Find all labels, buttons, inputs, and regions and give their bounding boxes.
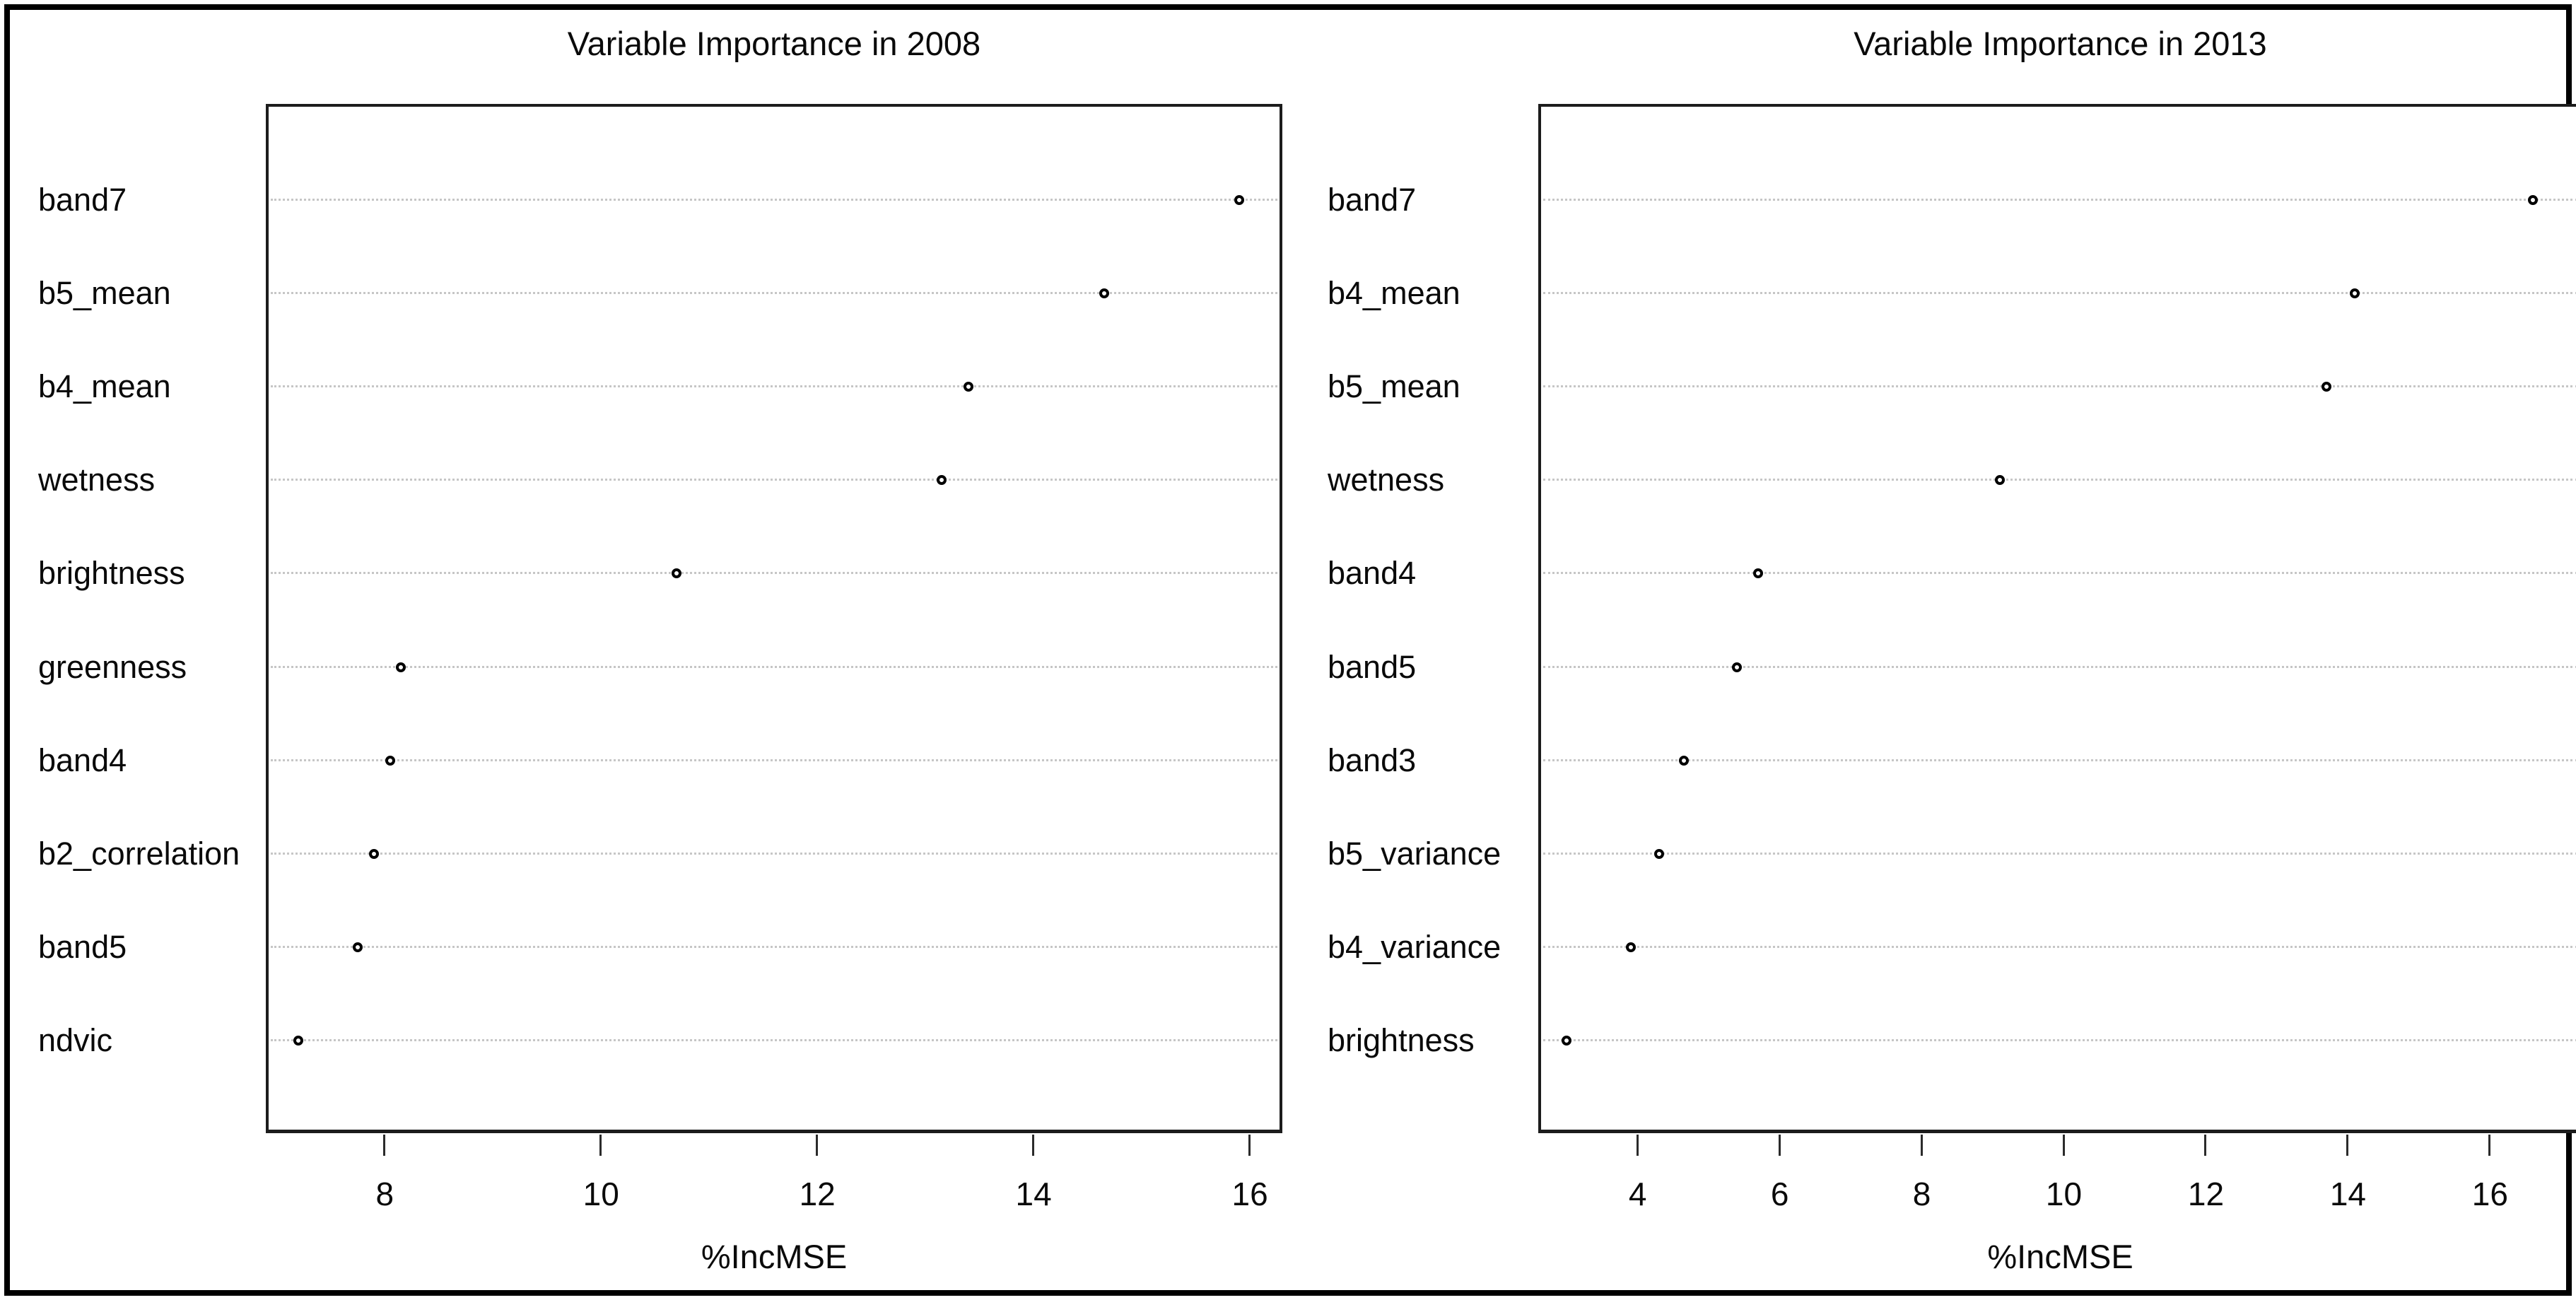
grid-line <box>271 665 1277 668</box>
y-axis-label: band7 <box>38 182 127 218</box>
data-point <box>1234 195 1244 205</box>
y-axis-label: b4_mean <box>38 368 171 405</box>
data-point <box>1099 288 1109 299</box>
data-point <box>353 942 363 952</box>
grid-line <box>1543 759 2576 761</box>
y-axis-label: greenness <box>38 648 187 685</box>
data-point <box>937 475 947 486</box>
figure-frame: Variable Importance in 2008 %IncMSE band… <box>4 4 2576 1296</box>
grid-line <box>1543 572 2576 575</box>
data-point <box>396 662 406 672</box>
grid-line <box>271 1039 1277 1041</box>
data-point <box>2527 195 2538 205</box>
x-tick-label: 8 <box>1912 1176 1931 1212</box>
y-axis-label: band4 <box>1328 555 1417 592</box>
x-tick-label: 12 <box>799 1176 836 1212</box>
y-axis-label: b2_correlation <box>38 835 240 872</box>
plot-box <box>266 104 1282 1133</box>
data-point <box>1678 755 1689 766</box>
y-axis-label: band5 <box>1328 648 1417 685</box>
x-tick-label: 16 <box>2471 1176 2508 1212</box>
x-tick-label: 12 <box>2187 1176 2225 1212</box>
grid-line <box>271 292 1277 295</box>
x-tick-mark <box>2204 1135 2207 1156</box>
x-tick-label: 14 <box>1015 1176 1052 1212</box>
grid-line <box>1543 385 2576 388</box>
grid-line <box>271 479 1277 481</box>
data-point <box>1653 848 1664 859</box>
data-point <box>1753 568 1764 579</box>
y-axis-label: ndvic <box>38 1022 113 1058</box>
chart-panel-1: Variable Importance in 2013 %IncMSE band… <box>10 10 2576 1290</box>
y-axis-label: band5 <box>38 928 127 965</box>
x-tick-label: 6 <box>1770 1176 1789 1212</box>
chart-title-2008: Variable Importance in 2008 <box>567 25 981 62</box>
y-axis-label: b4_mean <box>1328 275 1460 312</box>
x-tick-label: 10 <box>2045 1176 2083 1212</box>
x-tick-mark <box>2488 1135 2491 1156</box>
y-axis-label: b5_mean <box>38 275 171 312</box>
x-tick-label: 8 <box>375 1176 394 1212</box>
x-tick-mark <box>599 1135 602 1156</box>
grid-line <box>1543 292 2576 295</box>
x-tick-label: 14 <box>2329 1176 2366 1212</box>
x-tick-label: 4 <box>1628 1176 1647 1212</box>
x-tick-mark <box>383 1135 386 1156</box>
data-point <box>368 848 379 859</box>
grid-line <box>271 852 1277 855</box>
x-tick-mark <box>2062 1135 2065 1156</box>
y-axis-label: b5_variance <box>1328 835 1501 872</box>
x-axis-label-2008: %IncMSE <box>701 1238 848 1275</box>
y-axis-label: b4_variance <box>1328 928 1501 965</box>
grid-line <box>1543 852 2576 855</box>
data-point <box>1625 942 1636 952</box>
grid-line <box>1543 1039 2576 1041</box>
x-tick-mark <box>1248 1135 1251 1156</box>
data-point <box>293 1036 303 1046</box>
grid-line <box>1543 199 2576 201</box>
data-point <box>2322 382 2332 392</box>
y-axis-label: band3 <box>1328 742 1417 778</box>
x-tick-mark <box>1778 1135 1781 1156</box>
chart-panel-0: Variable Importance in 2008 %IncMSE band… <box>10 10 2566 1290</box>
y-axis-label: band7 <box>1328 182 1417 218</box>
y-axis-label: wetness <box>38 462 156 498</box>
x-tick-mark <box>1032 1135 1035 1156</box>
grid-line <box>1543 945 2576 948</box>
x-tick-label: 10 <box>582 1176 619 1212</box>
grid-line <box>271 572 1277 575</box>
data-point <box>964 382 974 392</box>
x-tick-mark <box>816 1135 819 1156</box>
x-tick-mark <box>1920 1135 1923 1156</box>
y-axis-label: b5_mean <box>1328 368 1460 405</box>
data-point <box>1732 662 1743 672</box>
x-axis-label-2013: %IncMSE <box>1987 1238 2133 1275</box>
data-point <box>1995 475 2006 486</box>
y-axis-label: brightness <box>38 555 185 592</box>
data-point <box>1562 1036 1572 1046</box>
x-tick-label: 16 <box>1231 1176 1268 1212</box>
grid-line <box>271 945 1277 948</box>
grid-line <box>271 759 1277 761</box>
data-point <box>672 568 682 579</box>
data-point <box>385 755 395 766</box>
grid-line <box>271 385 1277 388</box>
chart-title-2013: Variable Importance in 2013 <box>1854 25 2267 62</box>
plot-box <box>1538 104 2576 1133</box>
x-tick-mark <box>1636 1135 1639 1156</box>
data-point <box>2350 288 2360 299</box>
y-axis-label: brightness <box>1328 1022 1475 1058</box>
grid-line <box>1543 479 2576 481</box>
grid-line <box>271 199 1277 201</box>
x-tick-mark <box>2346 1135 2349 1156</box>
grid-line <box>1543 665 2576 668</box>
y-axis-label: band4 <box>38 742 127 778</box>
y-axis-label: wetness <box>1328 462 1445 498</box>
